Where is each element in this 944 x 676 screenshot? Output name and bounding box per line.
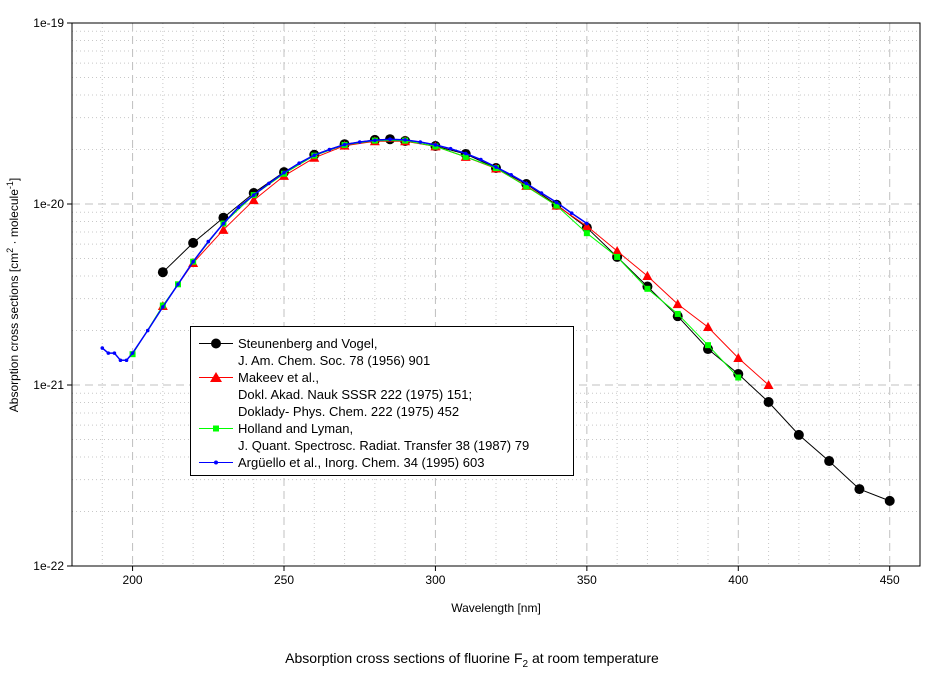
data-point [130, 351, 135, 355]
data-point [539, 191, 544, 195]
data-point [206, 239, 211, 244]
data-point [733, 352, 744, 362]
data-point [462, 153, 469, 160]
data-point [672, 299, 683, 309]
legend-symbol-circle-icon [199, 338, 233, 349]
data-point [267, 181, 271, 186]
figure-caption: Absorption cross sections of fluorine F2… [0, 650, 944, 670]
x-tick-label: 400 [728, 573, 748, 587]
data-point [494, 165, 498, 169]
x-tick-label: 250 [274, 573, 294, 587]
data-point [388, 137, 392, 142]
data-point [106, 351, 111, 355]
data-point [553, 202, 560, 209]
data-point [703, 322, 713, 332]
legend-symbol-triangle-icon [199, 372, 233, 382]
y-tick-label: 1e-22 [33, 559, 64, 573]
data-point [297, 161, 301, 166]
data-point [705, 342, 711, 349]
data-point [479, 157, 483, 162]
data-point [463, 151, 468, 156]
x-tick-label: 200 [123, 573, 143, 587]
x-tick-label: 300 [425, 573, 445, 587]
legend-label: Dokl. Akad. Nauk SSSR 222 (1975) 151; [238, 387, 473, 402]
data-point [824, 456, 835, 467]
legend-label: Argüello et al., Inorg. Chem. 34 (1995) … [238, 455, 485, 470]
caption-subscript: 2 [522, 658, 529, 670]
legend-label: Makeev et al., [238, 370, 319, 385]
data-point [763, 380, 774, 389]
data-point [157, 267, 168, 278]
data-point [218, 224, 229, 234]
data-point [581, 221, 592, 231]
legend-symbol-dot-icon [199, 460, 233, 465]
caption-tail: at room temperature [528, 650, 659, 666]
data-point [403, 138, 407, 142]
data-point [176, 282, 180, 287]
data-point [854, 484, 865, 495]
y-tick-label: 1e-20 [33, 197, 64, 211]
y-axis-label: Absorption cross sections [cm2 · molecul… [5, 178, 21, 412]
legend-label: Holland and Lyman, [238, 421, 354, 436]
data-point [644, 285, 651, 292]
data-point [236, 205, 241, 210]
legend-label: Doklady- Phys. Chem. 222 (1975) 452 [238, 404, 460, 419]
data-point [448, 146, 453, 151]
data-point [100, 346, 105, 350]
data-point [342, 142, 347, 147]
series-3 [100, 137, 589, 363]
data-point [735, 374, 742, 381]
data-point [418, 140, 423, 144]
data-point [188, 237, 199, 248]
data-point [509, 172, 513, 177]
data-point [221, 221, 226, 226]
data-point [433, 143, 438, 147]
plot-frame [71, 22, 921, 567]
caption-text: Absorption cross sections of fluorine F [285, 650, 523, 666]
y-tick-label: 1e-19 [33, 16, 64, 30]
data-point [554, 200, 559, 205]
data-point [327, 147, 332, 152]
data-point [583, 230, 590, 237]
data-point [357, 140, 362, 144]
legend-label: J. Quant. Spectrosc. Radiat. Transfer 38… [238, 438, 530, 453]
data-point [373, 138, 377, 143]
data-point [118, 358, 123, 363]
series-line [101, 138, 588, 362]
x-axis-label: Wavelength [nm] [451, 601, 541, 615]
data-point [312, 153, 317, 158]
x-tick-label: 350 [577, 573, 597, 587]
data-point [191, 259, 195, 264]
data-point [763, 397, 774, 408]
data-point [523, 183, 530, 190]
grid [72, 23, 920, 566]
data-point [585, 221, 589, 226]
data-point [612, 245, 623, 255]
data-point [569, 211, 574, 215]
data-point [112, 351, 117, 355]
data-point [884, 495, 895, 506]
data-point [614, 253, 621, 260]
data-point [642, 271, 653, 281]
x-tick-label: 450 [880, 573, 900, 587]
data-point [124, 358, 129, 363]
data-point [793, 429, 804, 440]
series-layer [100, 134, 895, 506]
data-point [161, 305, 165, 309]
data-point [248, 195, 259, 205]
data-point [282, 170, 286, 175]
data-point [674, 310, 681, 317]
y-tick-label: 1e-21 [33, 378, 64, 392]
legend-symbol-square-icon [199, 425, 233, 432]
legend-label: Steunenberg and Vogel, [238, 336, 378, 351]
legend: Steunenberg and Vogel, J. Am. Chem. Soc.… [190, 326, 574, 476]
data-point [145, 328, 150, 333]
ticks: 200 250 300 350 400 450 1e-22 1e-21 1e-20 1e-19 [33, 16, 900, 587]
legend-label: J. Am. Chem. Soc. 78 (1956) 901 [238, 353, 431, 368]
data-point [524, 181, 529, 186]
data-point [251, 193, 256, 197]
